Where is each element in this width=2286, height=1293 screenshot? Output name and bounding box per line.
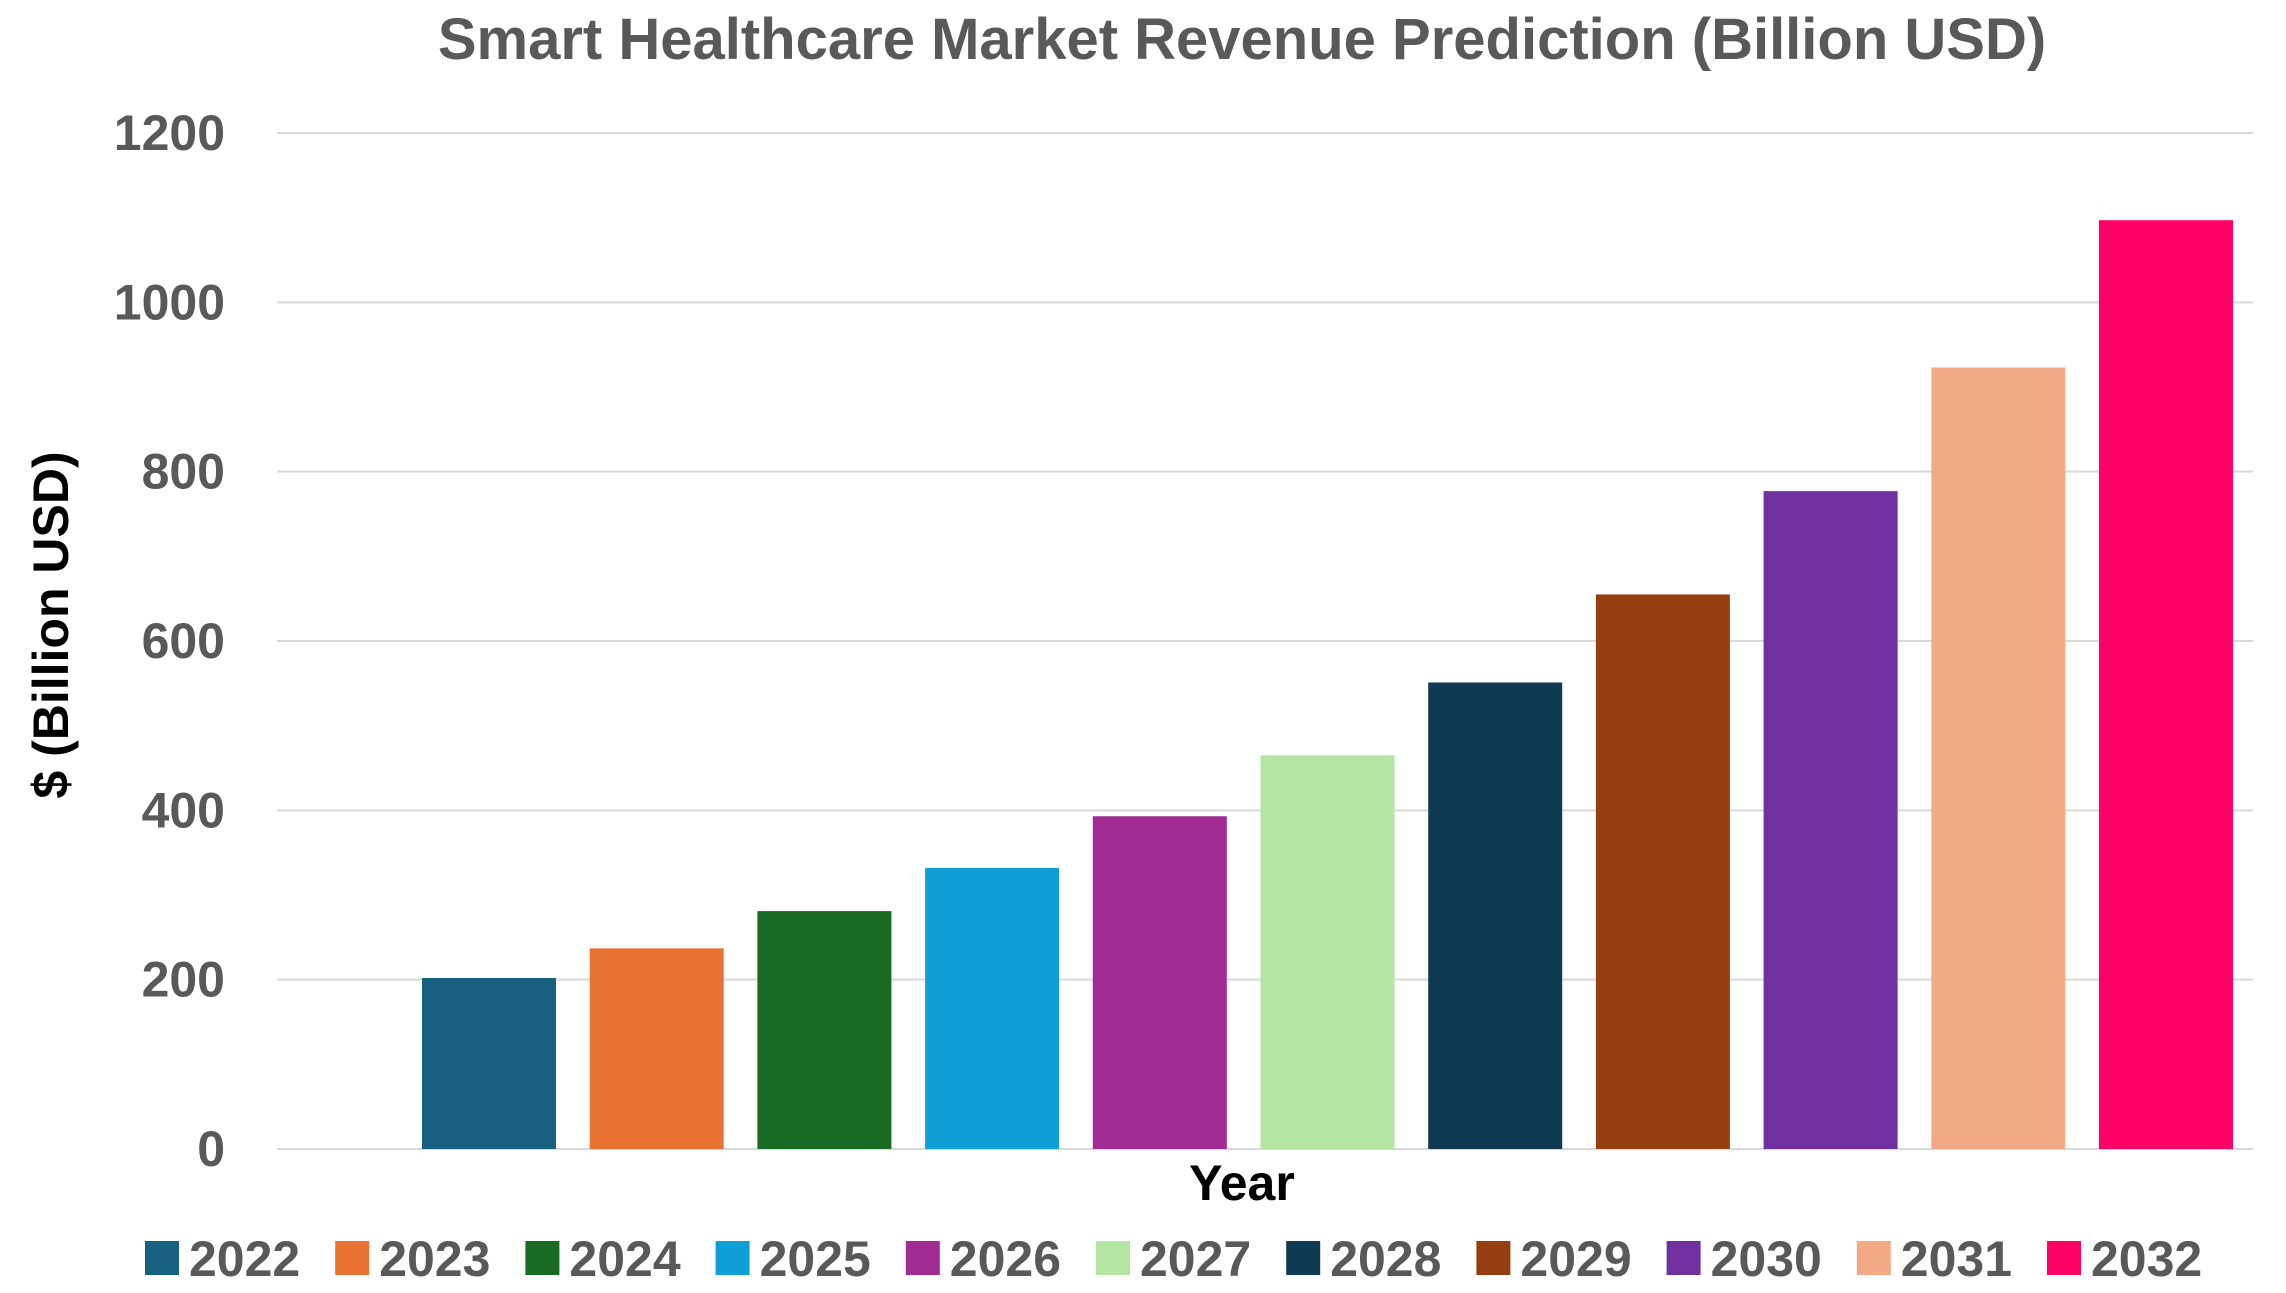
legend-label: 2032 <box>2091 1231 2202 1287</box>
legend-label: 2026 <box>950 1231 1061 1287</box>
legend-swatch <box>1666 1241 1701 1275</box>
legend-swatch <box>145 1241 179 1275</box>
y-tick-label: 0 <box>197 1121 225 1177</box>
legend-label: 2029 <box>1520 1231 1631 1287</box>
legend-swatch <box>905 1241 940 1275</box>
legend-swatch <box>2047 1241 2081 1275</box>
bar-2031 <box>1931 367 2066 1149</box>
bar-2032 <box>2099 220 2233 1149</box>
y-axis-title: $ (Billion USD) <box>23 451 79 798</box>
legend-label: 2023 <box>379 1231 490 1287</box>
bars <box>422 220 2233 1149</box>
legend-item-2032: 2032 <box>2047 1231 2202 1287</box>
legend-swatch <box>1476 1241 1511 1275</box>
bar-2024 <box>757 911 892 1149</box>
bar-2027 <box>1260 755 1395 1149</box>
legend-swatch <box>715 1241 750 1275</box>
legend-item-2023: 2023 <box>335 1231 490 1287</box>
legend-label: 2030 <box>1711 1231 1822 1287</box>
y-tick-label: 1200 <box>114 105 225 161</box>
legend-item-2030: 2030 <box>1666 1231 1822 1287</box>
legend-item-2027: 2027 <box>1096 1231 1251 1287</box>
legend-label: 2027 <box>1140 1231 1251 1287</box>
bar-2022 <box>422 977 556 1149</box>
y-axis-ticks: 0 200 400 600 800 1000 1200 <box>114 105 225 1177</box>
legend-swatch <box>525 1241 560 1275</box>
legend-swatch <box>1286 1241 1321 1275</box>
bar-2026 <box>1092 816 1227 1149</box>
bar-2023 <box>589 948 724 1149</box>
bar-2028 <box>1428 682 1563 1149</box>
legend-label: 2024 <box>569 1231 680 1287</box>
chart-title: Smart Healthcare Market Revenue Predicti… <box>438 7 2046 72</box>
legend-swatch <box>1096 1241 1130 1275</box>
legend: 2022 2023 2024 2025 2026 2027 2028 2029 2030 2031… <box>145 1231 2202 1287</box>
legend-item-2026: 2026 <box>905 1231 1061 1287</box>
x-axis-title: Year <box>1189 1155 1295 1211</box>
legend-label: 2025 <box>760 1231 871 1287</box>
y-tick-label: 600 <box>142 613 225 669</box>
legend-label: 2031 <box>1901 1231 2012 1287</box>
legend-item-2029: 2029 <box>1476 1231 1632 1287</box>
legend-swatch <box>1856 1241 1891 1275</box>
legend-item-2022: 2022 <box>145 1231 300 1287</box>
legend-item-2028: 2028 <box>1286 1231 1441 1287</box>
y-tick-label: 1000 <box>114 274 225 330</box>
legend-swatch <box>335 1241 370 1275</box>
bar-2030 <box>1763 491 1898 1149</box>
legend-item-2025: 2025 <box>715 1231 871 1287</box>
y-tick-label: 400 <box>142 782 225 838</box>
legend-label: 2028 <box>1330 1231 1441 1287</box>
bar-2025 <box>925 867 1060 1149</box>
y-tick-label: 800 <box>142 444 225 500</box>
legend-label: 2022 <box>189 1231 300 1287</box>
y-tick-label: 200 <box>142 952 225 1008</box>
legend-item-2031: 2031 <box>1856 1231 2012 1287</box>
legend-item-2024: 2024 <box>525 1231 681 1287</box>
bar-2029 <box>1595 594 1730 1149</box>
